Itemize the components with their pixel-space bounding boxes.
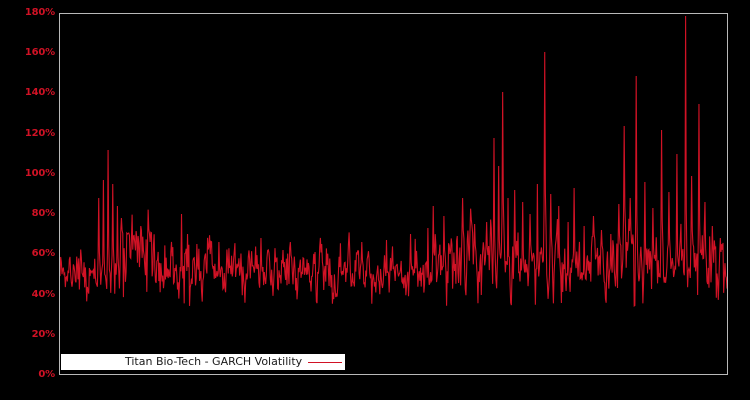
y-axis: 0% 20% 40% 60% 80% 100% 120% 140% 160% 180% (0, 0, 59, 400)
legend-line-sample (308, 356, 343, 368)
y-tick-label: 140% (24, 87, 55, 99)
y-tick-label: 60% (31, 248, 56, 260)
legend-label: Titan Bio-Tech - GARCH Volatility (125, 355, 303, 368)
y-tick-label: 100% (24, 167, 55, 179)
plot-area (59, 13, 728, 375)
y-tick-label: 0% (38, 369, 55, 380)
y-tick-label: 40% (31, 288, 56, 300)
chart-legend[interactable]: Titan Bio-Tech - GARCH Volatility (61, 354, 345, 370)
series-polyline (60, 15, 727, 308)
y-tick-label: 180% (24, 7, 55, 18)
y-tick-label: 120% (24, 127, 55, 139)
y-tick-label: 20% (31, 328, 56, 340)
y-tick-label: 160% (24, 47, 55, 59)
y-tick-label: 80% (31, 208, 56, 220)
volatility-series (60, 15, 727, 308)
